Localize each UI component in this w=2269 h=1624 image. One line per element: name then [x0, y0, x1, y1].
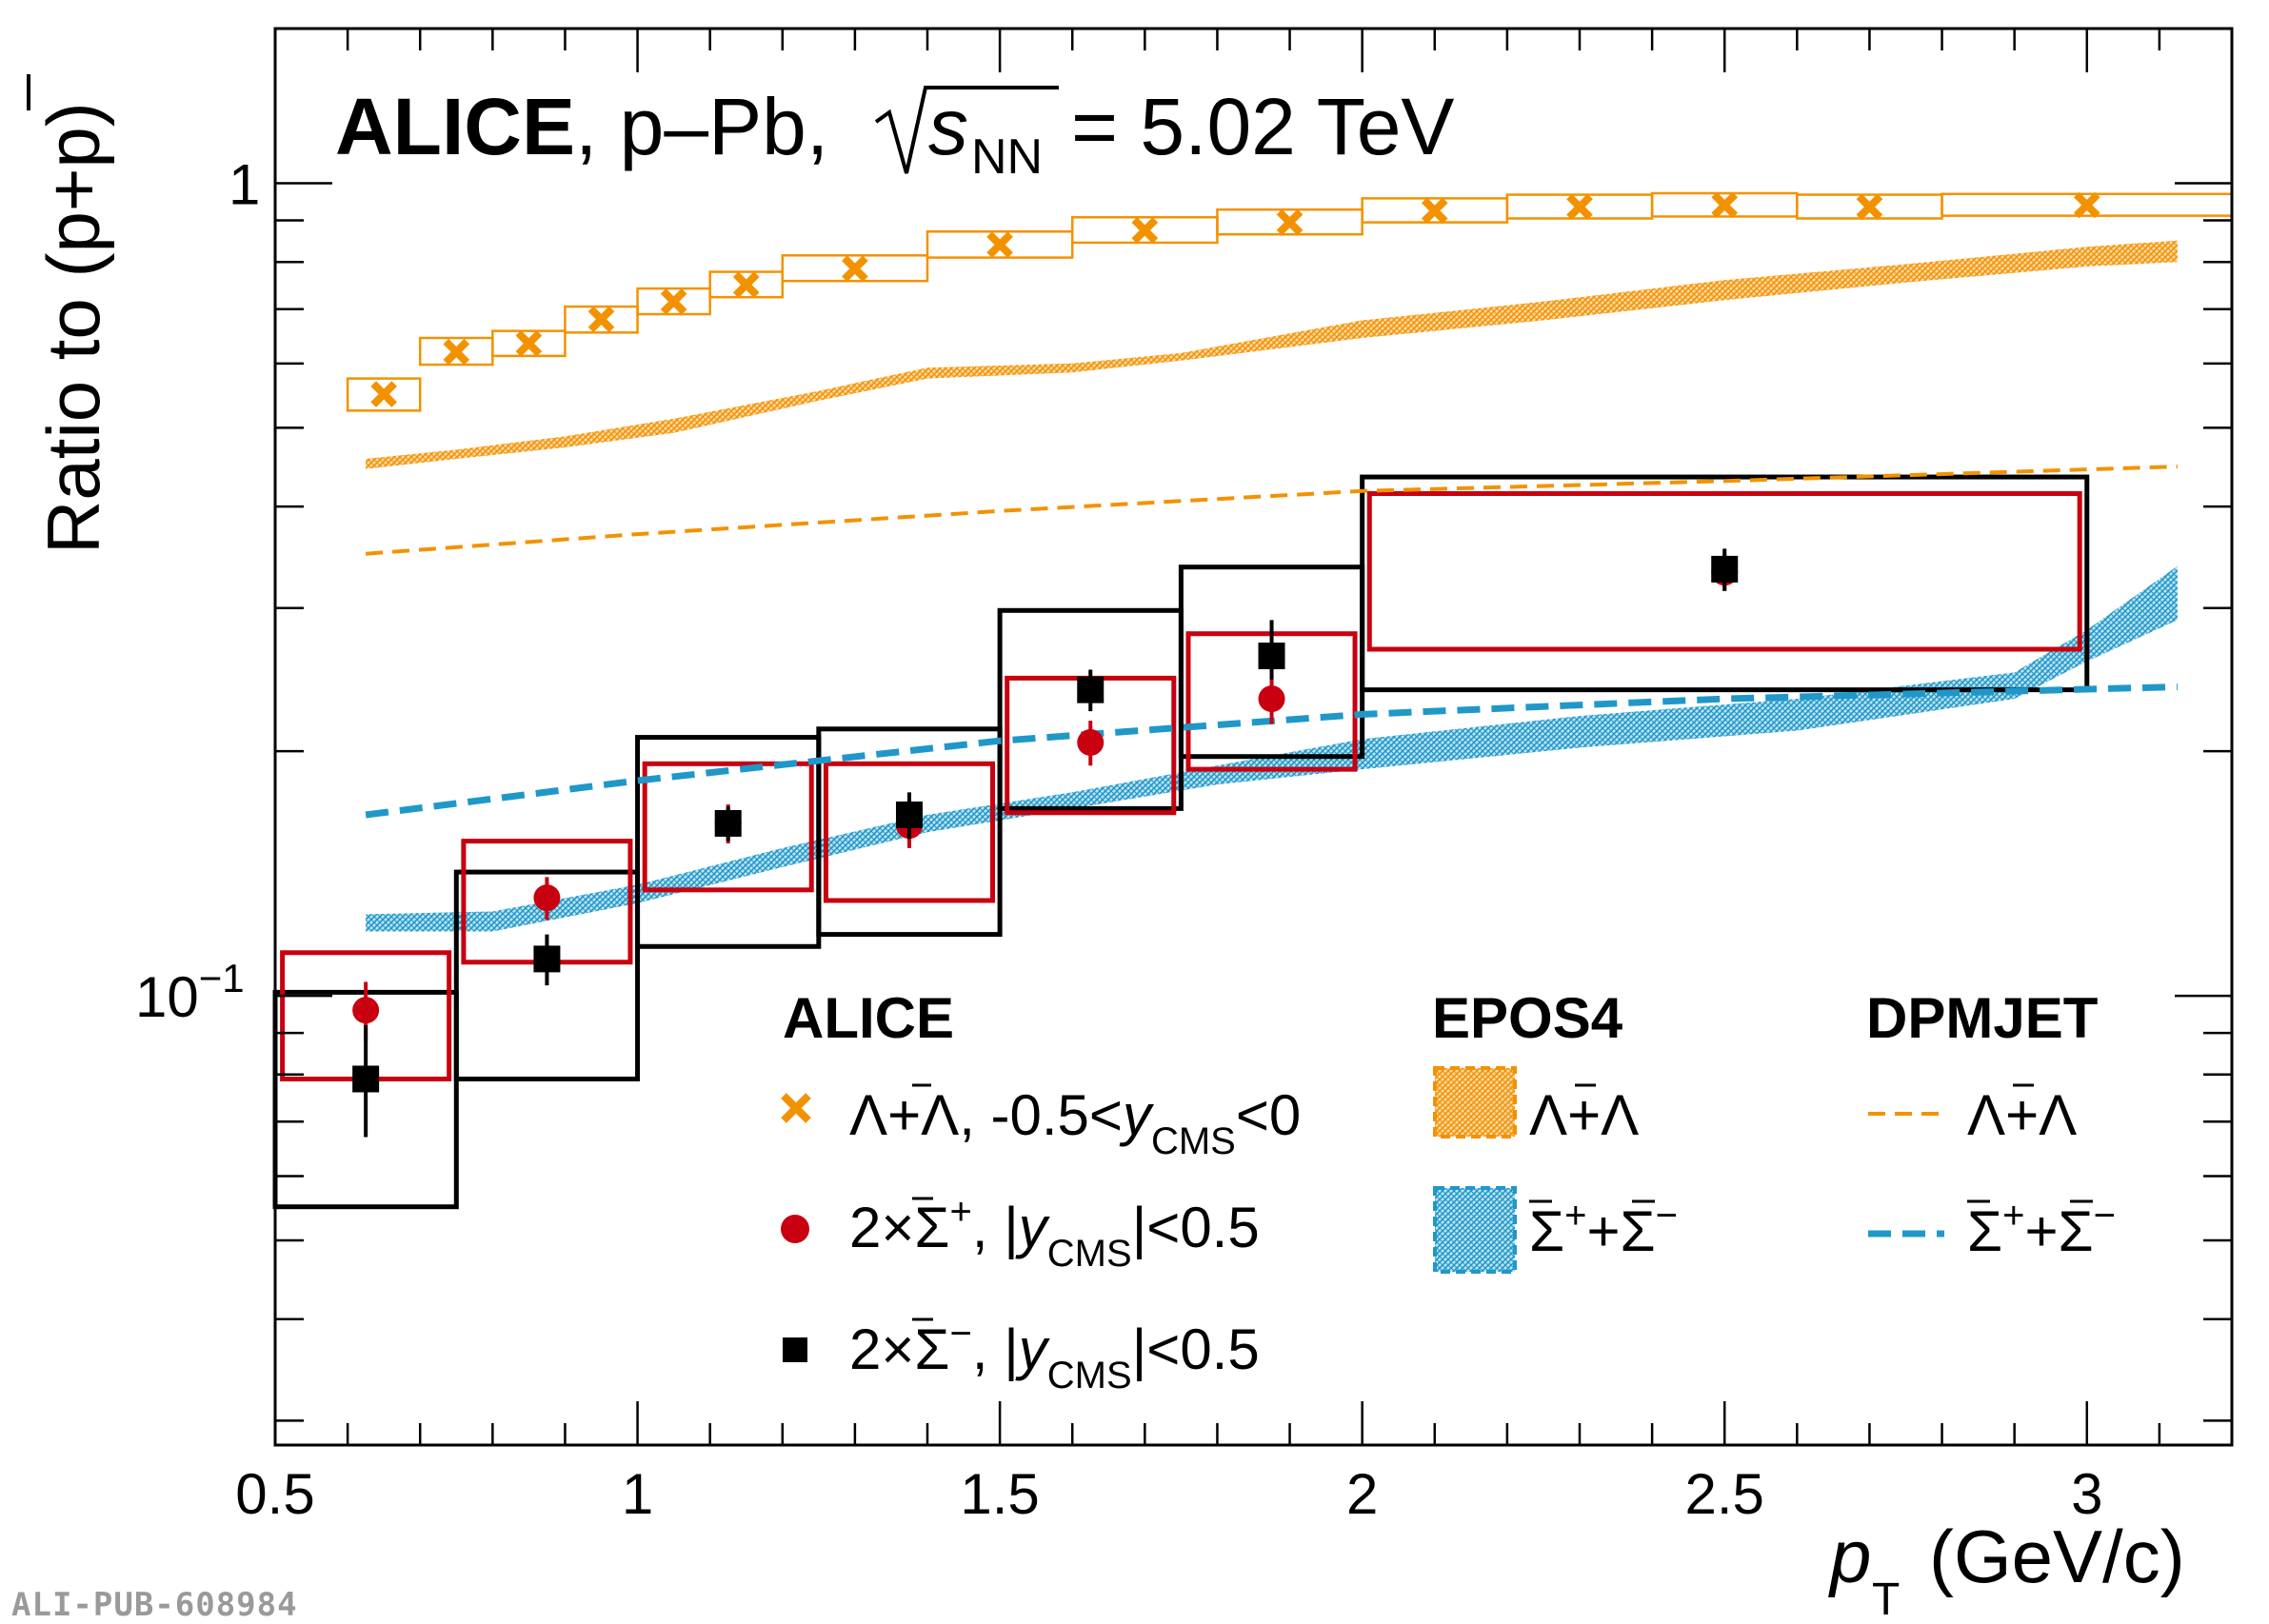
legend-marker-sigma-minus [783, 1337, 807, 1362]
cross-sys-box [781, 254, 929, 283]
sigma-plus-point [352, 997, 380, 1024]
cross-sys-box [564, 305, 639, 334]
sigma-minus-point [714, 809, 742, 837]
legend-label-sigma-plus: 2×Σ+, |yCMS|<0.5 [849, 1191, 1260, 1275]
legend-epos-sigma-swatch [1433, 1186, 1517, 1274]
x-tick-label: 2.5 [1685, 1462, 1764, 1526]
energy-symbol: s [928, 82, 968, 171]
dpmjet-sigma-line [365, 683, 2178, 819]
x-axis-symbol: p [1828, 1515, 1871, 1598]
square-sys-box [453, 869, 641, 1081]
lambda-point [2073, 191, 2100, 219]
sigma-minus-point [895, 801, 923, 828]
lambda-point [370, 381, 397, 407]
square-sys-box [816, 726, 1003, 938]
lambda-point [842, 255, 868, 283]
sigma-minus-point [1258, 643, 1285, 670]
lambda-point [1131, 217, 1159, 244]
dpmjet-lambda-line [365, 465, 2178, 556]
legend-title-alice: ALICE [783, 986, 954, 1050]
legend-epos-lambda-swatch [1433, 1066, 1517, 1139]
legend-title-dpmjet: DPMJET [1866, 986, 2098, 1050]
sigma-minus-point [533, 945, 561, 973]
lambda-point [1276, 208, 1304, 236]
lambda-point [986, 231, 1013, 258]
legend-epos-lambda-label: Λ+Λ [1529, 1083, 1639, 1147]
legend-label-sigma-minus: 2×Σ−, |yCMS|<0.5 [849, 1313, 1260, 1396]
legend-dpmjet-lambda-label: Λ+Λ [1967, 1083, 2077, 1147]
legend-label-lambda: Λ+Λ, -0.5<yCMS<0 [849, 1083, 1301, 1162]
sigma-minus-point [352, 1065, 380, 1093]
square-sys-box [1360, 474, 2090, 693]
x-tick-label: 1.5 [960, 1462, 1039, 1526]
sigma-plus-point [1258, 685, 1285, 713]
lambda-point [1566, 193, 1593, 221]
lambda-point [1711, 191, 1739, 219]
x-tick-label: 0.5 [235, 1462, 314, 1526]
sqrt-symbol [874, 86, 1059, 174]
x-tick-label: 1 [622, 1462, 653, 1526]
sigma-minus-point [1711, 555, 1739, 583]
legend-dpmjet-sigma-label: Σ++Σ− [1967, 1195, 2116, 1263]
chart-title: ALICE, p–Pb, [335, 82, 828, 171]
circle-sys-box [823, 761, 996, 903]
lambda-point [660, 288, 687, 315]
circle-sys-box [1366, 491, 2082, 652]
sigma-minus-point [1077, 676, 1105, 703]
lambda-point [732, 271, 760, 298]
cross-sys-box [346, 377, 422, 412]
y-tick-label: 1 [229, 152, 260, 216]
legend: ALICE EPOS4 DPMJET Λ+Λ, -0.5<yCMS<0 2×Σ+… [781, 986, 2116, 1396]
lambda-point [1421, 197, 1448, 225]
lambda-point [515, 329, 543, 357]
cross-sys-box [926, 229, 1074, 259]
lambda-point [443, 338, 470, 366]
sigma-plus-point [533, 884, 561, 912]
legend-epos-sigma-label: Σ++Σ− [1529, 1195, 1678, 1263]
svg-text:Ratio to (p+p): Ratio to (p+p) [31, 102, 115, 554]
x-tick-label: 2 [1346, 1462, 1378, 1526]
cross-sys-box [708, 270, 785, 299]
y-axis-label: Ratio to (p+p) [31, 102, 115, 554]
x-tick-label: 3 [2071, 1462, 2102, 1526]
cross-sys-box [491, 329, 567, 358]
energy-value: = 5.02 TeV [1071, 82, 1454, 171]
plot-frame [273, 27, 2234, 1447]
epos-lambda-band [366, 240, 2178, 469]
lambda-point [587, 306, 615, 333]
legend-marker-lambda [781, 1093, 811, 1123]
y-tick-label: 10−1 [135, 956, 245, 1029]
energy-subscript: NN [971, 129, 1043, 185]
x-axis-subscript: T [1872, 1574, 1900, 1622]
circle-sys-box [642, 761, 814, 893]
legend-title-epos: EPOS4 [1432, 986, 1623, 1050]
legend-marker-sigma-plus [781, 1215, 809, 1243]
cross-sys-box [636, 287, 711, 316]
x-axis-unit: (GeV/c) [1929, 1515, 2185, 1598]
lambda-point [1856, 193, 1883, 221]
sigma-plus-point [1077, 728, 1105, 756]
watermark-id: ALI-PUB-608984 [11, 1586, 298, 1624]
